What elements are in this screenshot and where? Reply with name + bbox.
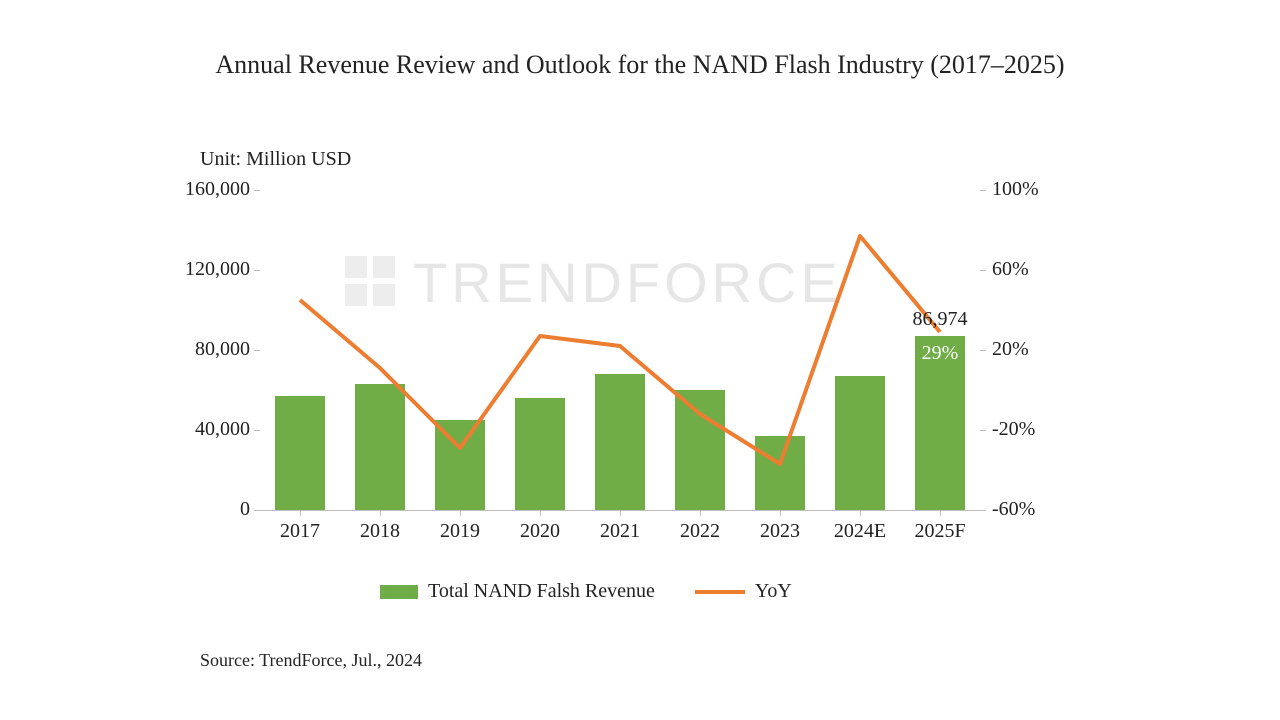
last-bar-inner-label: 29% (910, 342, 970, 365)
x-tick-label: 2024E (820, 520, 900, 543)
x-tick-label: 2020 (500, 520, 580, 543)
y-right-tick (980, 350, 986, 351)
plot-area: 040,00080,000120,000160,000-60%-20%20%60… (260, 190, 980, 510)
y-right-tick (980, 430, 986, 431)
x-tick (380, 510, 381, 516)
legend-item-line: YoY (695, 580, 792, 603)
x-tick-label: 2017 (260, 520, 340, 543)
x-tick (940, 510, 941, 516)
y-right-tick-label: -60% (992, 498, 1035, 521)
legend: Total NAND Falsh Revenue YoY (380, 580, 792, 603)
legend-label-bars: Total NAND Falsh Revenue (428, 580, 655, 603)
y-right-tick-label: 100% (992, 178, 1039, 201)
y-left-tick (254, 510, 260, 511)
x-tick (460, 510, 461, 516)
legend-item-bars: Total NAND Falsh Revenue (380, 580, 655, 603)
y-right-tick-label: 20% (992, 338, 1029, 361)
y-right-tick-label: 60% (992, 258, 1029, 281)
y-left-tick-label: 160,000 (165, 178, 250, 201)
x-tick (860, 510, 861, 516)
x-tick-label: 2021 (580, 520, 660, 543)
chart-title: Annual Revenue Review and Outlook for th… (0, 50, 1280, 80)
y-right-tick (980, 270, 986, 271)
y-right-tick (980, 190, 986, 191)
y-left-tick-label: 80,000 (165, 338, 250, 361)
x-tick-label: 2025F (900, 520, 980, 543)
x-tick-label: 2023 (740, 520, 820, 543)
last-bar-value-label: 86,974 (900, 308, 980, 331)
y-left-tick-label: 0 (165, 498, 250, 521)
x-tick (700, 510, 701, 516)
x-tick (540, 510, 541, 516)
yoy-line (260, 190, 980, 510)
x-tick-label: 2022 (660, 520, 740, 543)
y-right-tick (980, 510, 986, 511)
y-left-tick-label: 40,000 (165, 418, 250, 441)
legend-label-line: YoY (755, 580, 792, 603)
source-label: Source: TrendForce, Jul., 2024 (200, 650, 422, 671)
y-left-tick-label: 120,000 (165, 258, 250, 281)
unit-label: Unit: Million USD (200, 148, 351, 171)
x-tick (300, 510, 301, 516)
legend-swatch-bars (380, 585, 418, 599)
x-tick-label: 2018 (340, 520, 420, 543)
chart-container: Annual Revenue Review and Outlook for th… (0, 0, 1280, 720)
y-right-tick-label: -20% (992, 418, 1035, 441)
x-tick-label: 2019 (420, 520, 500, 543)
legend-swatch-line (695, 590, 745, 594)
x-tick (620, 510, 621, 516)
x-tick (780, 510, 781, 516)
